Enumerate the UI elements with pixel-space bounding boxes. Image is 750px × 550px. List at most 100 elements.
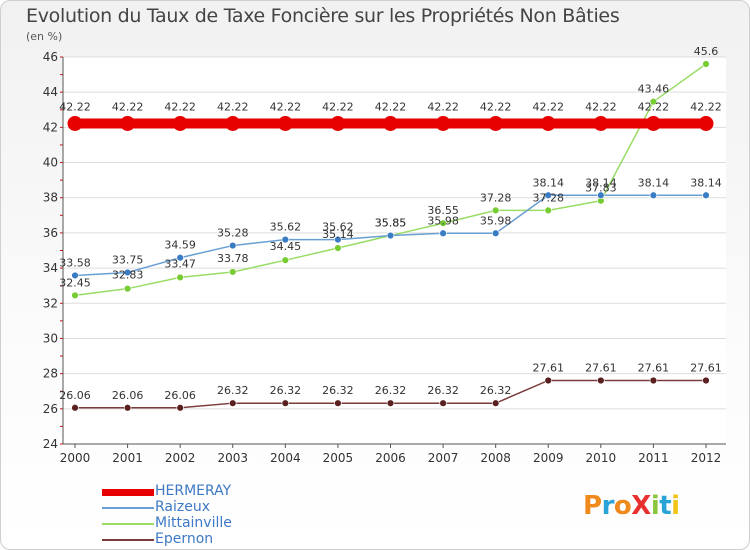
data-label-epernon: 27.61 bbox=[533, 361, 565, 374]
data-label-raizeux: 33.75 bbox=[112, 253, 144, 266]
point-epernon bbox=[229, 399, 237, 407]
data-label-hermeray: 42.22 bbox=[638, 100, 670, 113]
data-label-hermeray: 42.22 bbox=[480, 100, 512, 113]
data-label-raizeux: 35.85 bbox=[375, 217, 407, 230]
y-tick-label: 36 bbox=[43, 226, 58, 240]
data-label-mittainville: 37.28 bbox=[480, 191, 512, 204]
point-hermeray bbox=[277, 115, 293, 131]
y-tick-label: 24 bbox=[43, 437, 58, 451]
data-label-raizeux: 35.62 bbox=[270, 221, 302, 234]
data-label-epernon: 26.06 bbox=[112, 389, 144, 402]
unit-label: (en %) bbox=[26, 30, 63, 43]
data-label-raizeux: 38.14 bbox=[638, 176, 670, 189]
data-label-hermeray: 42.22 bbox=[322, 100, 354, 113]
data-label-raizeux: 35.62 bbox=[322, 221, 354, 234]
data-label-raizeux: 38.14 bbox=[533, 176, 565, 189]
point-mittainville bbox=[649, 97, 658, 106]
point-hermeray bbox=[383, 115, 398, 131]
point-epernon bbox=[702, 376, 710, 385]
point-hermeray bbox=[540, 115, 556, 131]
point-mittainville bbox=[702, 60, 710, 68]
data-label-mittainville: 35.85 bbox=[375, 217, 407, 230]
x-tick-label: 2010 bbox=[586, 451, 617, 465]
x-tick-label: 2003 bbox=[217, 451, 248, 465]
x-tick-label: 2011 bbox=[638, 451, 669, 465]
data-label-hermeray: 42.22 bbox=[427, 100, 459, 113]
point-hermeray bbox=[645, 115, 661, 131]
data-label-epernon: 26.32 bbox=[480, 384, 512, 397]
y-tick-label: 40 bbox=[43, 156, 58, 170]
x-tick-label: 2006 bbox=[375, 451, 406, 465]
point-raizeux bbox=[702, 191, 710, 199]
point-raizeux bbox=[491, 229, 500, 237]
point-raizeux bbox=[334, 235, 342, 244]
point-hermeray bbox=[435, 115, 451, 131]
data-label-raizeux: 35.98 bbox=[427, 214, 459, 227]
data-label-hermeray: 42.22 bbox=[164, 100, 196, 113]
data-label-hermeray: 42.22 bbox=[112, 100, 144, 113]
point-raizeux bbox=[71, 271, 79, 280]
x-tick-label: 2007 bbox=[428, 451, 459, 465]
point-mittainville bbox=[544, 206, 552, 215]
data-label-mittainville: 36.55 bbox=[427, 204, 459, 217]
data-label-raizeux: 35.98 bbox=[480, 214, 512, 227]
point-raizeux bbox=[386, 231, 395, 240]
data-label-raizeux: 38.14 bbox=[690, 176, 722, 189]
point-raizeux bbox=[123, 268, 132, 277]
x-tick-label: 2002 bbox=[165, 451, 196, 465]
point-mittainville bbox=[176, 273, 184, 282]
point-hermeray bbox=[120, 115, 136, 131]
point-mittainville bbox=[229, 268, 237, 276]
x-tick-label: 2012 bbox=[691, 451, 722, 465]
point-epernon bbox=[71, 404, 79, 412]
data-label-mittainville: 37.28 bbox=[533, 191, 565, 204]
legend-swatch bbox=[102, 539, 154, 541]
series-layer bbox=[67, 60, 714, 412]
point-mittainville bbox=[334, 244, 342, 252]
x-tick-label: 2001 bbox=[112, 451, 143, 465]
logo-letter: X bbox=[631, 491, 651, 521]
point-mittainville bbox=[491, 206, 500, 215]
data-label-epernon: 27.61 bbox=[585, 361, 617, 374]
data-label-epernon: 26.32 bbox=[427, 384, 459, 397]
data-label-hermeray: 42.22 bbox=[690, 100, 722, 113]
y-tick-label: 46 bbox=[43, 50, 58, 64]
chart-title: Evolution du Taux de Taxe Foncière sur l… bbox=[26, 5, 620, 27]
point-epernon bbox=[281, 399, 290, 407]
point-epernon bbox=[597, 376, 605, 385]
point-epernon bbox=[386, 399, 395, 407]
data-label-mittainville: 33.78 bbox=[217, 252, 249, 265]
data-label-raizeux: 33.58 bbox=[59, 256, 91, 269]
point-mittainville bbox=[281, 256, 290, 264]
point-raizeux bbox=[597, 191, 605, 199]
y-tick-label: 42 bbox=[43, 120, 58, 134]
data-label-hermeray: 42.22 bbox=[59, 100, 91, 113]
y-tick-label: 28 bbox=[43, 367, 58, 381]
y-tick-label: 30 bbox=[43, 331, 58, 345]
x-tick-label: 2004 bbox=[270, 451, 301, 465]
point-epernon bbox=[123, 404, 132, 412]
data-label-mittainville: 45.6 bbox=[694, 45, 719, 58]
point-raizeux bbox=[281, 235, 290, 244]
point-hermeray bbox=[67, 115, 83, 131]
y-tick-label: 32 bbox=[43, 296, 58, 310]
data-label-mittainville: 32.83 bbox=[112, 269, 144, 282]
data-label-raizeux: 34.59 bbox=[164, 239, 196, 252]
legend-label: Raizeux bbox=[155, 499, 211, 515]
x-tick-label: 2008 bbox=[480, 451, 511, 465]
data-label-hermeray: 42.22 bbox=[375, 100, 407, 113]
data-label-epernon: 26.32 bbox=[375, 384, 407, 397]
data-label-epernon: 26.32 bbox=[270, 384, 302, 397]
legend-label: HERMERAY bbox=[155, 483, 232, 499]
legend-label: Mittainville bbox=[155, 515, 232, 531]
y-tick-label: 26 bbox=[43, 402, 58, 416]
data-label-epernon: 26.06 bbox=[164, 389, 196, 402]
point-hermeray bbox=[225, 115, 241, 131]
logo-letter: P bbox=[583, 491, 602, 521]
legend-swatch bbox=[102, 523, 154, 525]
point-hermeray bbox=[330, 115, 346, 131]
data-label-mittainville: 33.47 bbox=[164, 257, 196, 270]
legend-swatch bbox=[102, 507, 154, 509]
data-label-epernon: 27.61 bbox=[690, 361, 722, 374]
